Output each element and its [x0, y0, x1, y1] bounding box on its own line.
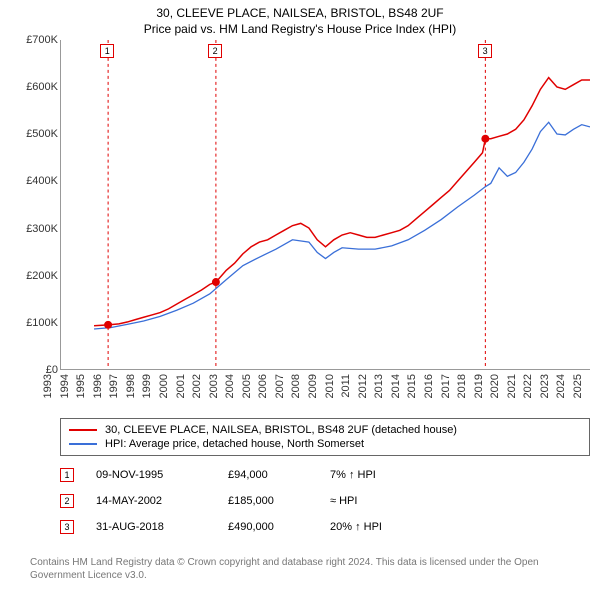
event-dot [481, 135, 489, 143]
series-hpi [94, 122, 590, 329]
event-hpi-relation: ≈ HPI [330, 495, 357, 507]
legend-label: HPI: Average price, detached house, Nort… [105, 438, 364, 450]
event-num-box: 3 [60, 520, 74, 534]
event-marker-1: 1 [100, 44, 114, 58]
event-price: £94,000 [228, 469, 308, 481]
event-row: 3 31-AUG-2018 £490,000 20% ↑ HPI [60, 514, 590, 540]
y-tick-label: £700K [0, 34, 58, 46]
event-price: £490,000 [228, 521, 308, 533]
y-tick-label: £600K [0, 81, 58, 93]
plot-area [60, 40, 590, 370]
line-svg [61, 40, 590, 369]
event-date: 31-AUG-2018 [96, 521, 206, 533]
chart-title: 30, CLEEVE PLACE, NAILSEA, BRISTOL, BS48… [0, 0, 600, 20]
event-row: 2 14-MAY-2002 £185,000 ≈ HPI [60, 488, 590, 514]
legend-label: 30, CLEEVE PLACE, NAILSEA, BRISTOL, BS48… [105, 424, 457, 436]
chart-area: £0£100K£200K£300K£400K£500K£600K£700K 19… [0, 40, 600, 410]
legend-row: 30, CLEEVE PLACE, NAILSEA, BRISTOL, BS48… [69, 423, 581, 437]
event-date: 14-MAY-2002 [96, 495, 206, 507]
legend-swatch [69, 443, 97, 445]
event-num-box: 1 [60, 468, 74, 482]
event-price: £185,000 [228, 495, 308, 507]
legend-row: HPI: Average price, detached house, Nort… [69, 437, 581, 451]
y-tick-label: £300K [0, 223, 58, 235]
event-num-box: 2 [60, 494, 74, 508]
series-price-paid [94, 78, 590, 326]
event-date: 09-NOV-1995 [96, 469, 206, 481]
x-tick-label: 2025 [572, 374, 600, 398]
event-dot [104, 321, 112, 329]
event-table: 1 09-NOV-1995 £94,000 7% ↑ HPI 2 14-MAY-2002 £… [60, 462, 590, 540]
y-tick-label: £100K [0, 317, 58, 329]
chart-subtitle: Price paid vs. HM Land Registry's House … [0, 20, 600, 36]
legend-swatch [69, 429, 97, 431]
event-marker-3: 3 [478, 44, 492, 58]
event-row: 1 09-NOV-1995 £94,000 7% ↑ HPI [60, 462, 590, 488]
event-dot [212, 278, 220, 286]
legend: 30, CLEEVE PLACE, NAILSEA, BRISTOL, BS48… [60, 418, 590, 456]
y-tick-label: £200K [0, 270, 58, 282]
y-tick-label: £400K [0, 175, 58, 187]
attribution-footer: Contains HM Land Registry data © Crown c… [30, 556, 580, 582]
event-hpi-relation: 7% ↑ HPI [330, 469, 376, 481]
y-tick-label: £500K [0, 128, 58, 140]
event-marker-2: 2 [208, 44, 222, 58]
event-hpi-relation: 20% ↑ HPI [330, 521, 382, 533]
